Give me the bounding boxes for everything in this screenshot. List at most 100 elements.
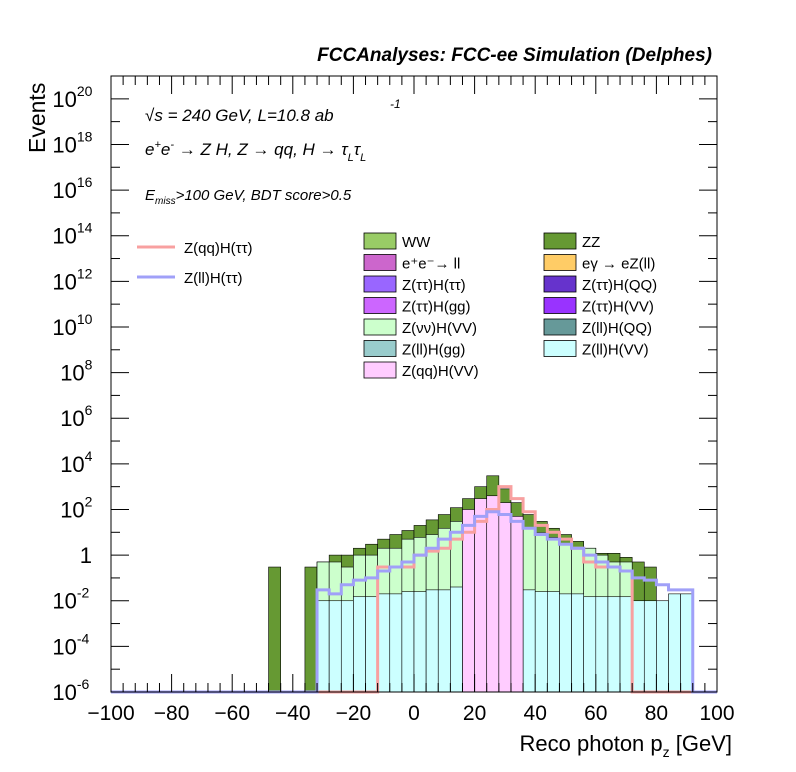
energy-text: = 240 GeV, L=10.8 ab <box>163 106 334 125</box>
legend-label: Z(ll)H(gg) <box>402 342 465 359</box>
legend-swatch <box>543 232 577 250</box>
legend-label: Z(ll)H(QQ) <box>582 320 652 337</box>
x-tick-label: 0 <box>408 702 420 725</box>
y-tick-label: 1016 <box>52 174 92 203</box>
y-tick-label: 1012 <box>52 265 92 294</box>
legend-swatch <box>363 232 397 250</box>
bin-zllhvv-25 <box>413 591 427 693</box>
legend-label: Z(qq)H(VV) <box>402 363 479 380</box>
legend-label: Z(ττ)H(VV) <box>582 299 654 316</box>
legend-swatch <box>543 254 577 271</box>
x-tick-label: −40 <box>275 702 311 725</box>
bin-zz-16 <box>304 566 318 693</box>
bin-zqqhvv-32 <box>498 502 512 693</box>
x-tick-label: 80 <box>645 702 668 725</box>
x-tick-label: 100 <box>699 702 734 725</box>
y-tick-label: 1018 <box>52 128 92 157</box>
y-tick-label: 1020 <box>52 83 92 112</box>
y-tick-label: 1010 <box>52 311 92 340</box>
y-tick-label: 104 <box>60 448 92 477</box>
chart-header: FCCAnalyses: FCC-ee Simulation (Delphes) <box>317 45 712 66</box>
y-tick-label: 10-4 <box>52 630 89 659</box>
bin-zqqhvv-29 <box>462 509 475 693</box>
bin-zllhvv-42 <box>619 596 633 693</box>
legend-signal-label: Z(ll)H(ττ) <box>184 270 243 287</box>
y-tick-label: 1014 <box>52 220 92 249</box>
legend-swatch <box>543 318 577 336</box>
process-annotation: e+e- → Z H, Z → qq, H → τLτL <box>145 139 366 164</box>
x-tick-label: −60 <box>214 702 250 725</box>
bin-zllhvv-44 <box>643 600 657 693</box>
legend-swatch <box>363 254 397 271</box>
legend-swatch <box>543 275 577 293</box>
bin-zllhvv-34 <box>522 589 536 693</box>
bin-zllhvv-43 <box>631 600 645 693</box>
svg-text:Emiss>100 GeV, BDT score>0.5: Emiss>100 GeV, BDT score>0.5 <box>145 187 352 207</box>
bin-zllhvv-37 <box>559 593 572 693</box>
bin-zllhvv-41 <box>607 596 621 693</box>
bin-zllhvv-26 <box>425 589 439 693</box>
energy-sqrt-s: s <box>154 106 163 125</box>
legend-label: Z(ττ)H(ττ) <box>402 277 466 294</box>
lumi-exponent: -1 <box>390 97 401 111</box>
y-tick-label: 1 <box>80 543 92 568</box>
y-tick-label: 106 <box>60 402 92 431</box>
axes: −100 −80 −60 −40 −20 0 20 40 60 80 100 10-6 10-4 10-2… <box>52 75 735 725</box>
legend-label: WW <box>402 234 431 251</box>
x-tick-label: 40 <box>524 702 547 725</box>
y-tick-label: 108 <box>60 357 92 386</box>
legend-swatch <box>543 340 577 357</box>
bin-zllhvv-27 <box>437 589 451 693</box>
legend-label: Z(ll)H(VV) <box>582 342 649 359</box>
svg-text:√s = 240 GeV, L=10.8 ab: √s = 240 GeV, L=10.8 ab <box>145 106 334 125</box>
legend-label: e⁺e⁻→ ll <box>402 256 460 273</box>
cut-annotation: Emiss>100 GeV, BDT score>0.5 <box>145 187 352 207</box>
legend-swatch <box>363 361 397 379</box>
bin-zllhvv-36 <box>547 591 560 693</box>
x-tick-label: −20 <box>336 702 372 725</box>
bin-zllhvv-45 <box>656 600 669 693</box>
legend-swatch <box>363 297 397 314</box>
bin-zllhvv-39 <box>583 596 597 693</box>
bin-zllhvv-19 <box>340 600 354 693</box>
legend-label: eγ → eZ(ll) <box>582 256 655 273</box>
bin-zllhvv-18 <box>328 600 342 693</box>
energy-annotation: √s = 240 GeV, L=10.8 ab -1 <box>145 97 401 125</box>
bin-zqqhvv-31 <box>486 495 500 693</box>
bin-zllhvv-35 <box>534 591 548 693</box>
x-tick-label: 60 <box>584 702 607 725</box>
legend-signal-label: Z(qq)H(ττ) <box>184 240 253 257</box>
y-tick-label: 102 <box>60 493 92 522</box>
legend: Z(qq)H(ττ) Z(ll)H(ττ) WW ZZ e⁺e⁻→ ll eγ → eZ(… <box>137 232 657 380</box>
legend-swatch <box>363 275 397 293</box>
y-axis-label: Events <box>24 83 50 153</box>
bin-zllhvv-38 <box>571 593 584 693</box>
svg-text:e+e- → Z H, Z → qq, H → τLτL: e+e- → Z H, Z → qq, H → τLτL <box>145 139 366 164</box>
x-axis-label: Reco photon pz [GeV] <box>520 731 732 760</box>
bin-zllhvv-46 <box>668 593 681 693</box>
bin-zllhvv-47 <box>680 593 694 693</box>
legend-swatch <box>543 297 577 314</box>
legend-swatch <box>363 318 397 336</box>
bin-zllhvv-21 <box>365 596 378 693</box>
legend-swatch <box>363 340 397 357</box>
x-tick-label: −80 <box>154 702 190 725</box>
bin-zz-13 <box>268 566 281 693</box>
bin-zllhvv-40 <box>595 596 609 693</box>
y-tick-label: 10-6 <box>52 676 89 705</box>
y-tick-label: 10-2 <box>52 585 89 614</box>
bin-zllhvv-17 <box>316 600 330 693</box>
bin-zllhvv-22 <box>377 593 391 693</box>
x-tick-label: −100 <box>87 702 134 725</box>
bin-zqqhvv-33 <box>510 516 524 693</box>
legend-label: Z(ττ)H(gg) <box>402 299 471 316</box>
bin-zllhvv-20 <box>353 596 366 693</box>
legend-label: ZZ <box>582 234 600 251</box>
legend-label: Z(νν)H(VV) <box>402 320 477 337</box>
bin-zllhvv-24 <box>401 591 415 693</box>
bin-zllhvv-28 <box>450 586 463 693</box>
bin-zllhvv-23 <box>389 593 403 693</box>
x-tick-label: 20 <box>463 702 486 725</box>
bin-zqqhvv-30 <box>474 498 488 693</box>
